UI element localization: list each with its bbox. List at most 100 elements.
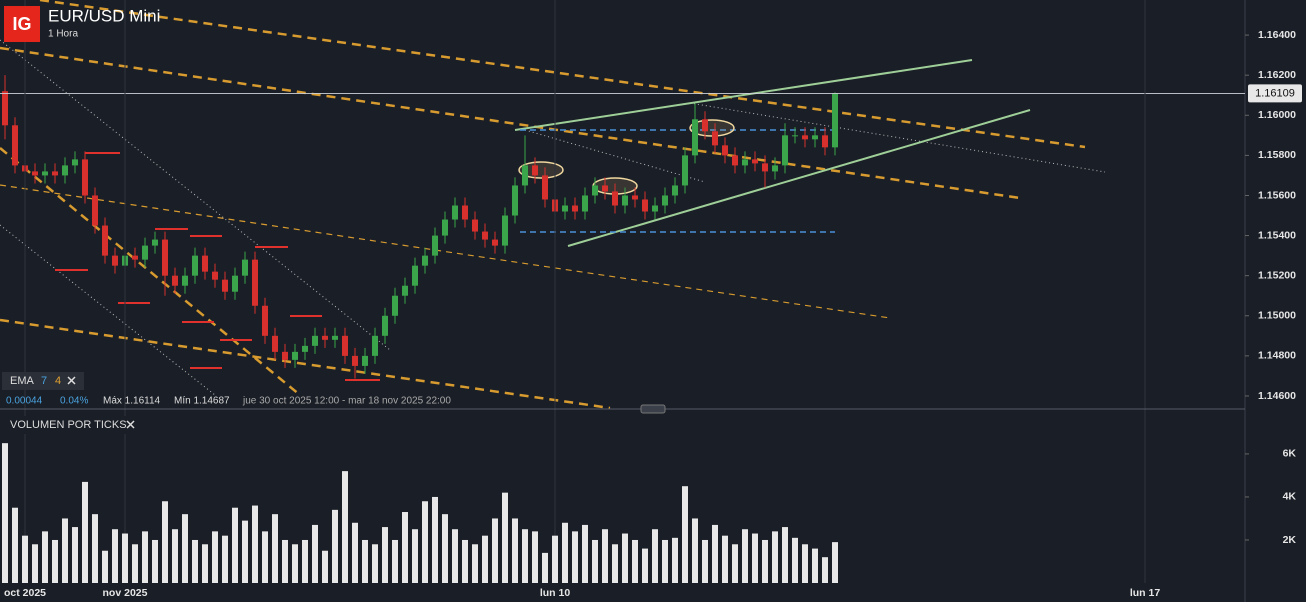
candle-body	[192, 255, 198, 276]
volume-bar	[302, 539, 308, 583]
candle-body	[262, 305, 268, 336]
candle-body	[642, 199, 648, 212]
volume-bar	[572, 531, 578, 583]
candle-body	[1, 91, 8, 126]
volume-bar	[522, 529, 528, 583]
candle-body	[702, 119, 708, 132]
volume-bar	[512, 518, 518, 583]
candle-body	[312, 335, 318, 346]
candle-body	[232, 275, 238, 292]
candle-body	[482, 231, 488, 240]
candle-body	[772, 165, 778, 172]
candle-body	[82, 159, 88, 196]
volume-bar	[332, 509, 338, 583]
candle-body	[102, 225, 108, 256]
panel-resize-handle[interactable]	[640, 404, 666, 414]
volume-bar	[612, 544, 618, 583]
trend-line	[0, 147, 301, 396]
candle-body	[382, 315, 388, 336]
volume-bar	[32, 544, 38, 583]
volume-bar	[482, 535, 488, 583]
y-tick-label: 1.14800	[1258, 350, 1296, 362]
volume-bar	[542, 552, 548, 583]
candle-body	[252, 259, 258, 306]
y-tick-label: 1.14600	[1258, 390, 1296, 402]
volume-bar	[552, 535, 558, 583]
candle-body	[62, 165, 68, 176]
close-icon[interactable]	[67, 376, 76, 385]
close-icon[interactable]	[126, 420, 135, 429]
volume-bar	[142, 531, 148, 583]
triangle-line	[567, 109, 1031, 247]
volume-bar	[622, 533, 628, 583]
candle-body	[352, 355, 358, 366]
volume-bar	[122, 533, 128, 583]
indicator-chip	[2, 372, 84, 390]
candle-body	[592, 185, 598, 196]
volume-bar	[502, 492, 508, 583]
candle-body	[162, 239, 168, 276]
candle-body	[492, 239, 498, 246]
dotted-line	[524, 129, 706, 183]
volume-title: VOLUMEN POR TICKS	[10, 419, 127, 431]
candle-body	[802, 135, 808, 140]
candle-body	[282, 351, 288, 360]
last-price-box	[1248, 84, 1302, 103]
volume-bar	[322, 550, 328, 583]
volume-bar	[262, 531, 268, 583]
volume-bar	[152, 539, 158, 583]
candle-body	[512, 185, 518, 216]
volume-bar	[342, 471, 348, 583]
instrument-title[interactable]: EUR/USD Mini	[48, 6, 160, 25]
candle-body	[442, 219, 448, 236]
candle-body	[342, 335, 348, 356]
candle-body	[452, 205, 458, 220]
volume-bar	[172, 529, 178, 583]
volume-bar	[722, 535, 728, 583]
volume-bar	[472, 544, 478, 583]
y-tick-label: 1.15600	[1258, 189, 1296, 201]
levels	[55, 152, 380, 381]
volume-bar	[752, 533, 758, 583]
candle-body	[572, 205, 578, 212]
volume-bar	[692, 518, 698, 583]
trend-line	[39, 0, 1086, 149]
volume-bar	[732, 544, 738, 583]
candle-body	[502, 215, 508, 246]
volume-bar	[682, 486, 688, 583]
volume-bar	[432, 496, 438, 583]
volume-bar	[592, 539, 598, 583]
volume-bar	[272, 514, 278, 583]
candle-body	[52, 171, 58, 176]
candle-body	[752, 159, 758, 164]
candle-body	[582, 195, 588, 212]
candle-body	[722, 145, 728, 156]
volume-bar	[232, 507, 238, 583]
volume-bar	[52, 539, 58, 583]
y-tick-label: 1.16400	[1258, 29, 1296, 41]
candle-body	[372, 335, 378, 356]
logo-box	[4, 6, 40, 42]
volume-bar	[352, 522, 358, 583]
candle-body	[822, 135, 828, 148]
candle-body	[242, 259, 248, 276]
volume-bar	[72, 527, 78, 583]
volume-bar	[672, 537, 678, 583]
volume-bar	[662, 539, 668, 583]
candle-body	[422, 255, 428, 266]
interval[interactable]: 1 Hora	[48, 29, 78, 40]
candle-body	[532, 165, 538, 176]
y-tick-label: 1.16000	[1258, 109, 1296, 121]
candle-body	[112, 255, 118, 266]
volume-bar	[112, 529, 118, 583]
candle-body	[812, 135, 818, 140]
volume-bar	[192, 539, 198, 583]
indicator-name[interactable]: EMA	[10, 375, 35, 387]
candle-body	[612, 191, 618, 206]
candle-body	[672, 185, 678, 196]
volume-bar	[582, 524, 588, 583]
candle-body	[782, 135, 788, 166]
volume-bar	[822, 557, 828, 583]
